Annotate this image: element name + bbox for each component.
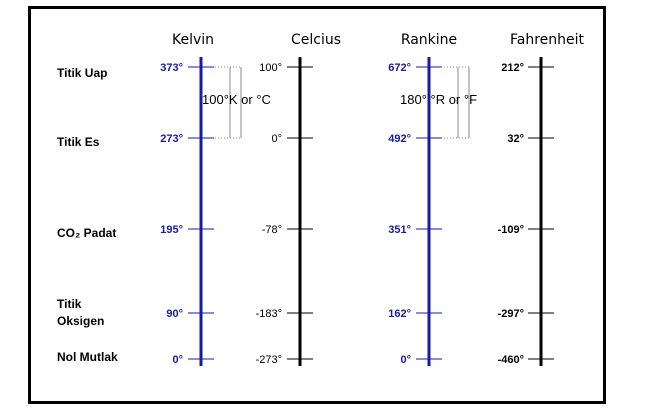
label-titik-uap: Titik Uap bbox=[57, 66, 107, 80]
value-rankine-4: 0° bbox=[400, 354, 411, 366]
value-fahrenheit-3: -297° bbox=[498, 308, 524, 320]
value-fahrenheit-4: -460° bbox=[498, 354, 524, 366]
value-rankine-2: 351° bbox=[388, 224, 411, 236]
value-kelvin-4: 0° bbox=[172, 354, 183, 366]
value-kelvin-0: 373° bbox=[160, 62, 183, 74]
label-titik: Titik bbox=[57, 297, 82, 311]
value-kelvin-1: 273° bbox=[160, 133, 183, 145]
value-fahrenheit-2: -109° bbox=[498, 224, 524, 236]
value-rankine-3: 162° bbox=[388, 308, 411, 320]
label-titik-es: Titik Es bbox=[57, 135, 100, 149]
label-oksigen: Oksigen bbox=[57, 314, 104, 328]
header-celcius: Celcius bbox=[291, 32, 341, 48]
header-fahrenheit: Fahrenheit bbox=[510, 32, 585, 48]
diagram-frame bbox=[28, 6, 606, 404]
header-rankine: Rankine bbox=[401, 32, 457, 48]
label-co2-padat: CO₂ Padat bbox=[57, 226, 116, 240]
value-celcius-2: -78° bbox=[262, 224, 282, 236]
value-fahrenheit-0: 212° bbox=[501, 62, 524, 74]
value-kelvin-3: 90° bbox=[166, 308, 183, 320]
span-label-rankine-fahrenheit: 180° °R or °F bbox=[400, 92, 477, 107]
value-celcius-4: -273° bbox=[256, 354, 282, 366]
value-rankine-1: 492° bbox=[388, 133, 411, 145]
header-kelvin: Kelvin bbox=[172, 32, 214, 48]
label-nol-mutlak: Nol Mutlak bbox=[57, 350, 118, 364]
value-rankine-0: 672° bbox=[388, 62, 411, 74]
value-kelvin-2: 195° bbox=[160, 224, 183, 236]
value-fahrenheit-1: 32° bbox=[507, 133, 524, 145]
span-label-kelvin-celcius: 100°K or °C bbox=[202, 92, 271, 107]
value-celcius-1: 0° bbox=[271, 133, 282, 145]
value-celcius-3: -183° bbox=[256, 308, 282, 320]
value-celcius-0: 100° bbox=[259, 62, 282, 74]
